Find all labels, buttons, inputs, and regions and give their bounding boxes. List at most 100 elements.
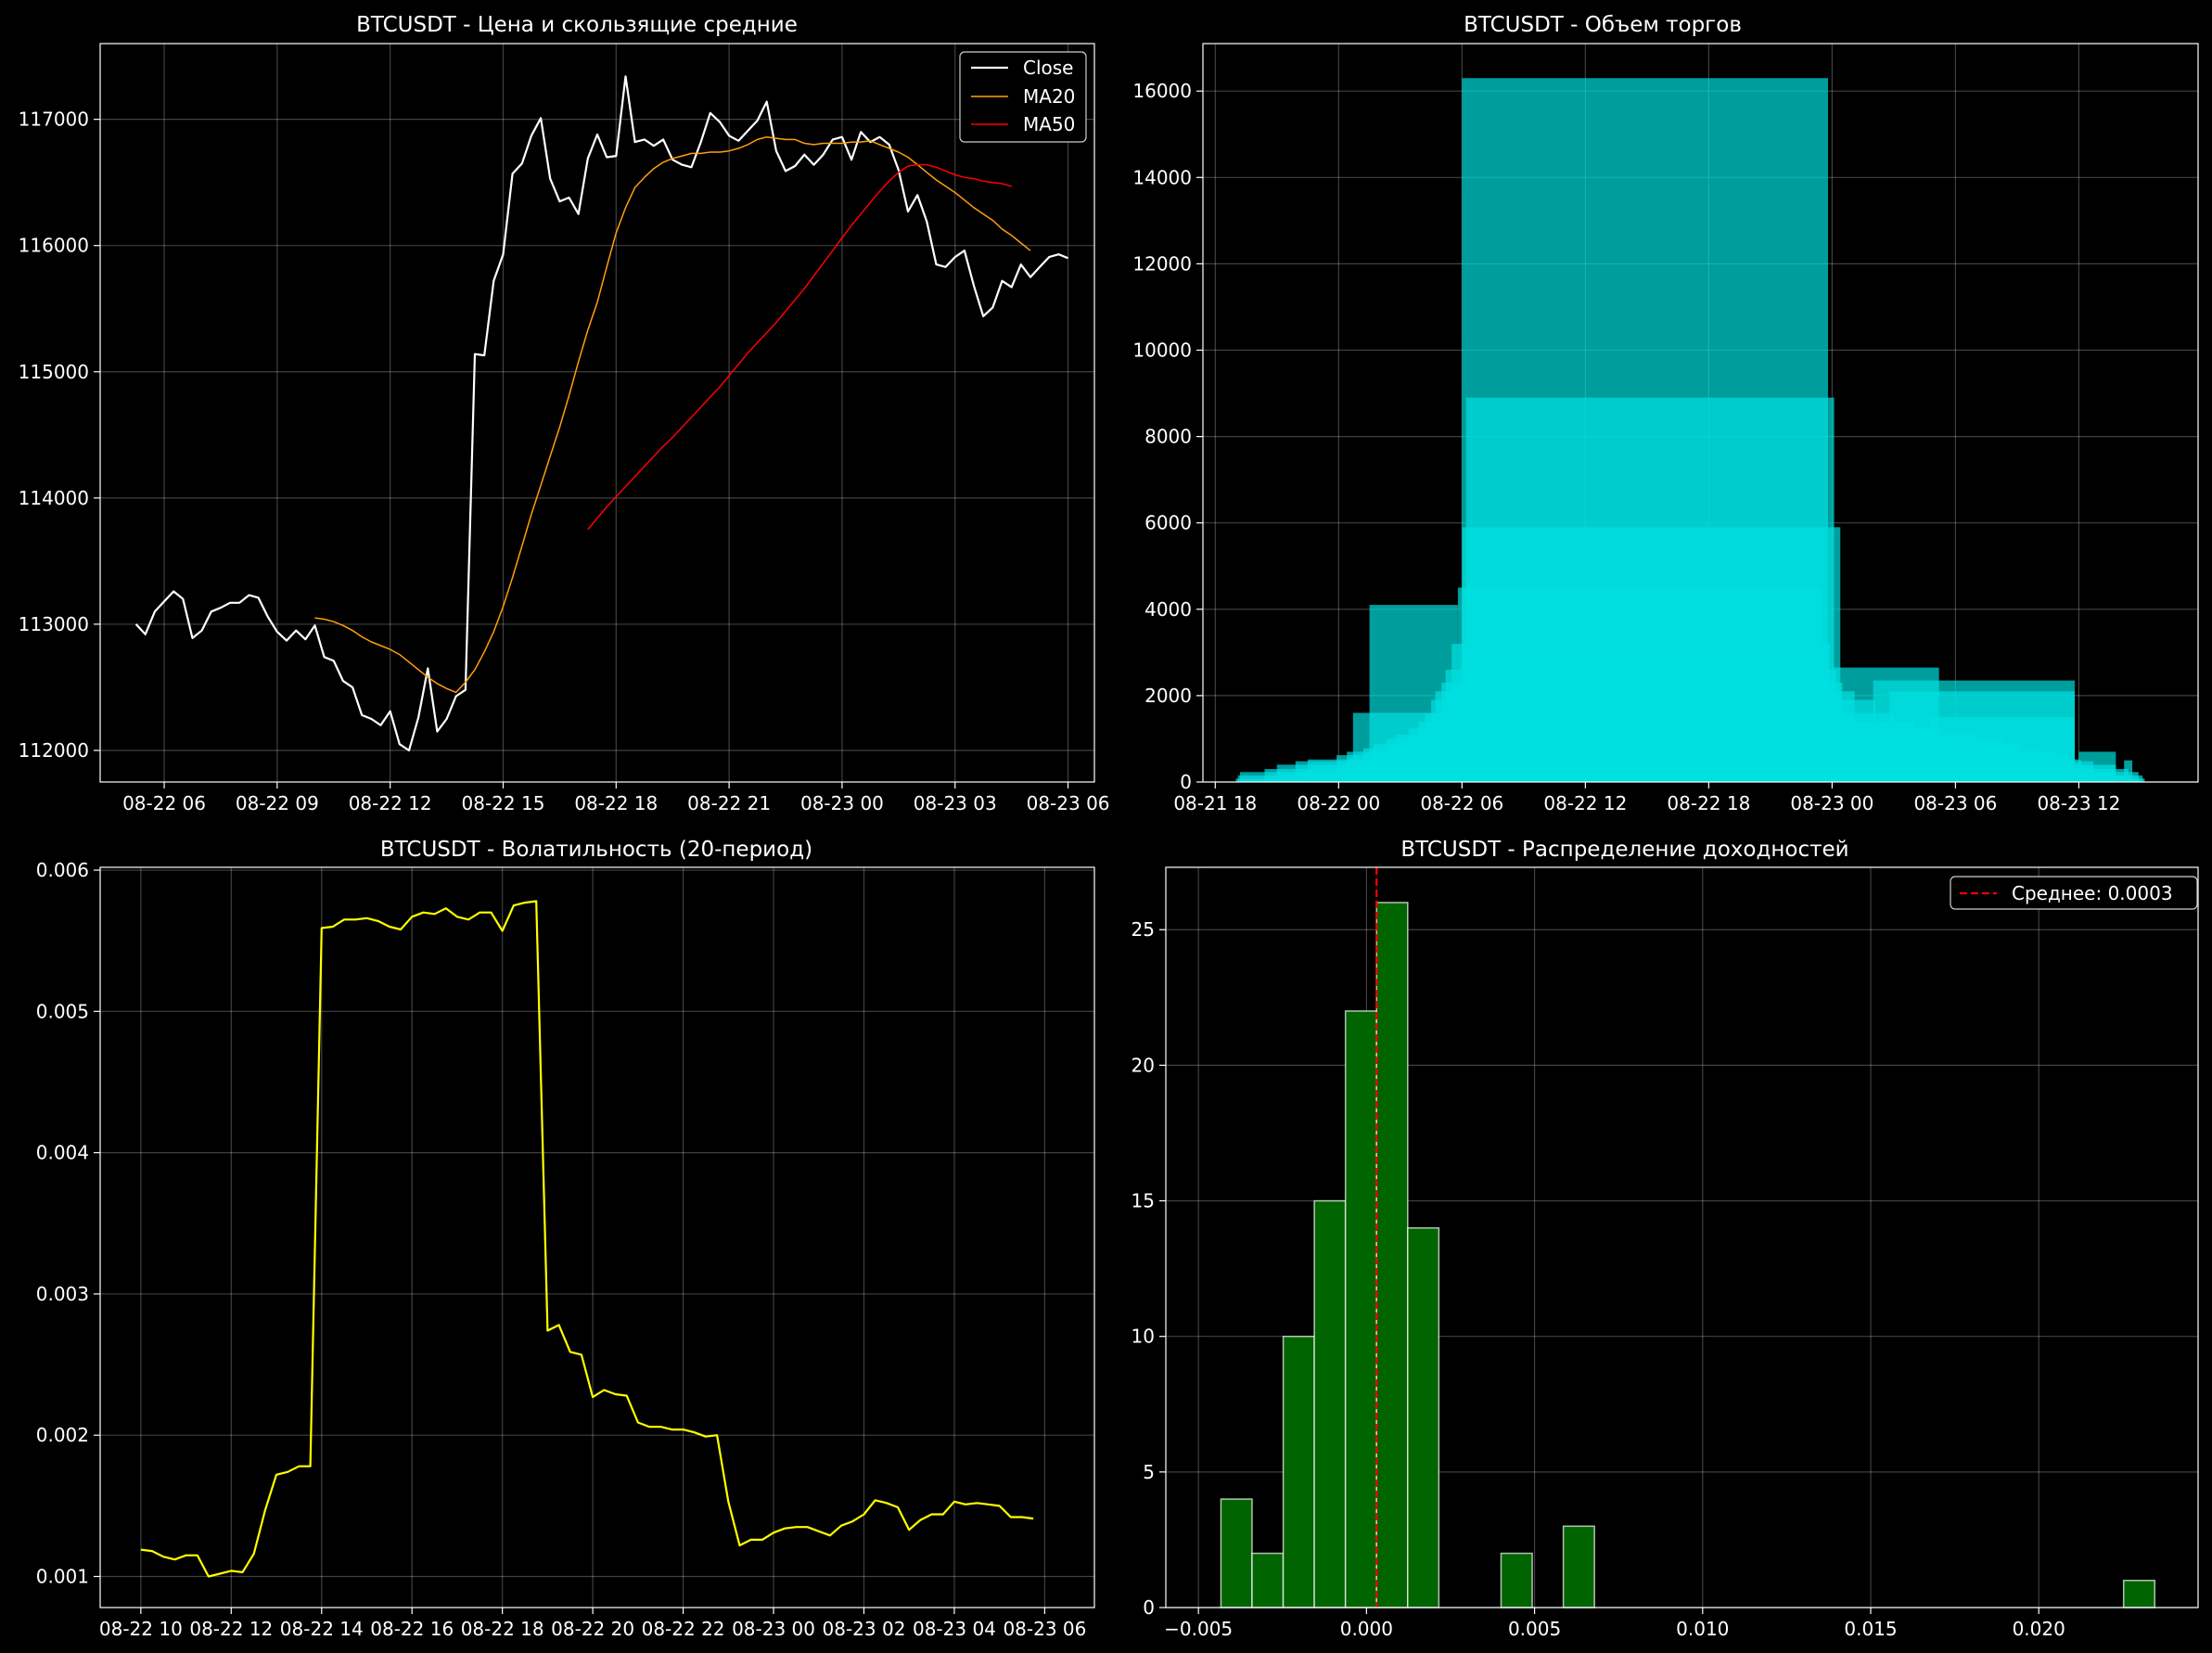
- volume-ticks: 08-21 18 08-22 00 08-22 06 08-22 12 08-22 18…: [1132, 80, 2120, 814]
- returns-bar: [1282, 1335, 1315, 1608]
- volatility-y-tick-label: 0.005: [36, 1000, 89, 1022]
- volume-bar: [2078, 751, 2116, 782]
- volume-y-tick-label: 2000: [1144, 685, 1192, 707]
- volume-x-tick-label: 08-22 06: [1420, 792, 1503, 814]
- price-axes-frame: [99, 43, 1095, 783]
- price-x-tick-label: 08-23 06: [1027, 792, 1110, 814]
- volume-axes-border: [1202, 43, 2199, 783]
- volatility-axes-frame: [99, 866, 1095, 1608]
- price-x-tick-label: 08-22 15: [462, 792, 545, 814]
- volatility-grid: [100, 867, 1094, 1608]
- price-x-tick-label: 08-22 12: [349, 792, 432, 814]
- returns-y-tick-label: 10: [1132, 1326, 1155, 1348]
- price-grid: [100, 44, 1094, 782]
- volatility-y-tick-label: 0.006: [36, 859, 89, 881]
- volume-x-tick-label: 08-21 18: [1173, 792, 1257, 814]
- returns-y-tick-label: 5: [1143, 1461, 1155, 1483]
- returns-bar: [1500, 1552, 1533, 1608]
- volume-x-tick-label: 08-23 06: [1913, 792, 1997, 814]
- returns-x-tick-label: 0.015: [1844, 1618, 1897, 1640]
- returns-bar: [1251, 1552, 1285, 1608]
- legend-label-ma20: MA20: [1023, 85, 1075, 108]
- returns-x-tick-label: 0.005: [1508, 1618, 1561, 1640]
- volume-y-tick-label: 8000: [1144, 426, 1192, 448]
- price-x-tick-label: 08-22 21: [687, 792, 771, 814]
- volume-x-tick-label: 08-22 12: [1543, 792, 1627, 814]
- returns-ticks: −0.005 0.000 0.005 0.010 0.015 0.020 0 5 10 15 20 2…: [1132, 918, 2065, 1640]
- returns-bar: [1562, 1525, 1595, 1608]
- returns-axes-border: [1165, 866, 2199, 1608]
- price-x-tick-label: 08-22 18: [574, 792, 658, 814]
- volume-chart: BTCUSDT - Объем торгов 08-21 18 08-22 00 0…: [1132, 13, 2199, 814]
- volatility-y-tick-label: 0.002: [36, 1424, 89, 1446]
- returns-chart-title: BTCUSDT - Распределение доходностей: [1400, 838, 1848, 862]
- volume-bar: [1462, 78, 1828, 783]
- volume-axes-frame: [1202, 43, 2199, 783]
- legend-label-mean: Среднее: 0.0003: [2012, 882, 2173, 904]
- returns-bar: [1407, 1227, 1440, 1608]
- price-chart: BTCUSDT - Цена и скользящие средние 08-2…: [19, 13, 1110, 814]
- price-y-tick-label: 117000: [19, 109, 89, 131]
- price-x-tick-label: 08-22 09: [236, 792, 319, 814]
- price-legend-box: [959, 51, 1087, 143]
- volatility-x-tick-label: 08-23 06: [1003, 1618, 1086, 1640]
- volume-y-tick-label: 4000: [1144, 598, 1192, 621]
- returns-axes-frame: [1165, 866, 2199, 1608]
- volatility-y-tick-label: 0.003: [36, 1283, 89, 1305]
- returns-bar: [1313, 1199, 1347, 1608]
- volume-y-tick-label: 16000: [1132, 80, 1192, 102]
- volatility-y-tick-label: 0.001: [36, 1565, 89, 1587]
- returns-y-tick-label: 20: [1132, 1054, 1155, 1076]
- returns-x-tick-label: 0.000: [1340, 1618, 1393, 1640]
- volume-x-tick-label: 08-22 18: [1667, 792, 1750, 814]
- price-legend: Close MA20 MA50: [959, 51, 1087, 143]
- volatility-ticks: 08-22 10 08-22 12 08-22 14 08-22 16 08-22 18…: [36, 859, 1087, 1640]
- price-ticks: 08-22 06 08-22 09 08-22 12 08-22 15 08-22 18…: [19, 109, 1110, 814]
- price-y-tick-label: 116000: [19, 235, 89, 257]
- volatility-chart-title: BTCUSDT - Волатильность (20-период): [380, 838, 812, 862]
- volatility-line: [140, 900, 1034, 1578]
- price-y-tick-label: 114000: [19, 487, 89, 509]
- volatility-x-tick-label: 08-22 20: [551, 1618, 634, 1640]
- legend-label-close: Close: [1023, 57, 1073, 79]
- returns-x-tick-label: −0.005: [1164, 1618, 1233, 1640]
- price-line-close: [134, 75, 1069, 752]
- volume-bar: [1930, 717, 2075, 782]
- volume-x-tick-label: 08-23 12: [2037, 792, 2120, 814]
- volatility-x-tick-label: 08-22 22: [642, 1618, 725, 1640]
- price-line-ma20: [314, 135, 1031, 694]
- returns-histogram: BTCUSDT - Распределение доходностей −0.0…: [1132, 838, 2199, 1640]
- returns-y-tick-label: 15: [1132, 1190, 1155, 1212]
- price-y-tick-label: 113000: [19, 613, 89, 635]
- returns-legend-box: [1950, 876, 2198, 910]
- price-y-tick-label: 115000: [19, 361, 89, 383]
- returns-legend: Среднее: 0.0003: [1950, 876, 2198, 910]
- returns-y-tick-label: 0: [1143, 1596, 1155, 1619]
- volume-bar: [2124, 760, 2133, 782]
- volatility-x-tick-label: 08-23 04: [913, 1618, 996, 1640]
- price-axes-border: [99, 43, 1095, 783]
- returns-bar: [2122, 1580, 2155, 1608]
- returns-bar: [1220, 1498, 1253, 1608]
- price-chart-title: BTCUSDT - Цена и скользящие средние: [356, 13, 798, 37]
- returns-x-tick-label: 0.010: [1676, 1618, 1729, 1640]
- volatility-x-tick-label: 08-23 00: [732, 1618, 815, 1640]
- price-line-ma50: [587, 163, 1012, 531]
- volatility-x-tick-label: 08-22 16: [370, 1618, 454, 1640]
- price-x-tick-label: 08-22 06: [122, 792, 206, 814]
- returns-bar: [1344, 1010, 1377, 1608]
- volatility-x-tick-label: 08-23 02: [823, 1618, 906, 1640]
- volume-y-tick-label: 0: [1180, 771, 1192, 793]
- volatility-x-tick-label: 08-22 18: [461, 1618, 544, 1640]
- volume-chart-title: BTCUSDT - Объем торгов: [1464, 13, 1742, 37]
- volatility-x-tick-label: 08-22 12: [189, 1618, 273, 1640]
- volatility-series: [140, 900, 1034, 1578]
- returns-y-tick-label: 25: [1132, 918, 1155, 941]
- volatility-axes-border: [99, 866, 1095, 1608]
- volatility-x-tick-label: 08-22 14: [280, 1618, 364, 1640]
- volatility-y-tick-label: 0.004: [36, 1142, 89, 1164]
- returns-x-tick-label: 0.020: [2013, 1618, 2065, 1640]
- volume-bar: [1352, 712, 1483, 782]
